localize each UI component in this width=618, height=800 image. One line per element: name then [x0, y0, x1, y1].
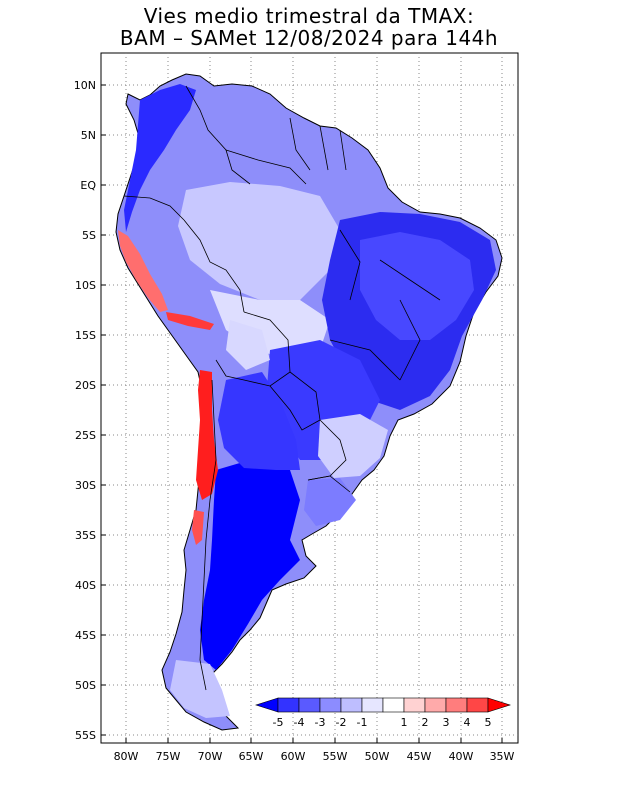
- colorbar-label: 1: [401, 716, 408, 729]
- colorbar-box: [424, 697, 447, 713]
- country-borders: [123, 85, 441, 691]
- lat-tick-label: 30S: [75, 479, 96, 492]
- colorbar-box: [298, 697, 321, 713]
- colorbar-max-arrow: [487, 697, 511, 713]
- border-bolivia: [215, 311, 291, 387]
- lat-tick-label: EQ: [80, 179, 96, 192]
- amazon-light-zone: [178, 182, 340, 300]
- colorbar-box: [403, 697, 426, 713]
- border-brazil-paraguay: [269, 371, 321, 431]
- latitude-labels: 10N 5N EQ 5S 10S 15S 20S 25S 30S 35S 40S 45S 50S 55S: [74, 79, 106, 742]
- lat-tick-label: 25S: [75, 429, 96, 442]
- border-peru-brazil: [183, 219, 245, 313]
- colorbar-label: 2: [422, 716, 429, 729]
- colorbar-label: -1: [357, 716, 368, 729]
- colorbar-label: -5: [273, 716, 284, 729]
- border-guianas: [289, 117, 347, 171]
- argentina-light-patch: [226, 320, 270, 370]
- colorbar-label: -2: [336, 716, 347, 729]
- northeast-mid-zone: [360, 232, 474, 340]
- lat-tick-label: 20S: [75, 379, 96, 392]
- chile-south-red-spots: [192, 510, 204, 545]
- south-america-landmass: [115, 73, 503, 731]
- colorbar: -5 -4 -3 -2 -1 1 2 3 4 5: [255, 697, 511, 729]
- lon-tick-label: 50W: [365, 750, 390, 763]
- longitude-labels: 80W 75W 70W 65W 60W 55W 50W 45W 40W 35W: [114, 738, 515, 763]
- lat-tick-label: 10S: [75, 279, 96, 292]
- patagonia-blue-zone: [200, 460, 300, 670]
- lat-tick-label: 10N: [74, 79, 96, 92]
- lon-tick-label: 75W: [156, 750, 181, 763]
- colorbar-box: [466, 697, 489, 713]
- colorbar-box: [319, 697, 342, 713]
- lon-tick-label: 35W: [490, 750, 515, 763]
- border-colombia-venezuela: [185, 85, 251, 185]
- border-ecuador-peru: [123, 195, 185, 221]
- lat-tick-label: 5S: [82, 229, 96, 242]
- uruguay-mid-zone: [304, 478, 356, 526]
- lon-tick-label: 65W: [239, 750, 264, 763]
- colorbar-box: [382, 697, 405, 713]
- lon-tick-label: 45W: [407, 750, 432, 763]
- argentina-central-zone: [218, 372, 300, 470]
- colorbar-label: 4: [464, 716, 471, 729]
- map-title-line-2: BAM – SAMet 12/08/2024 para 144h: [119, 26, 499, 50]
- lat-tick-label: 15S: [75, 329, 96, 342]
- lon-tick-label: 60W: [281, 750, 306, 763]
- colorbar-box: [340, 697, 363, 713]
- lon-tick-label: 55W: [323, 750, 348, 763]
- lat-tick-label: 35S: [75, 529, 96, 542]
- border-argentina-chile: [199, 379, 217, 691]
- colorbar-label: -4: [294, 716, 305, 729]
- lat-tick-label: 50S: [75, 679, 96, 692]
- lon-tick-label: 80W: [114, 750, 139, 763]
- south-brazil-light-zone: [318, 414, 388, 478]
- andes-blue-zone: [124, 84, 196, 232]
- border-brazil-states: [329, 229, 441, 381]
- lat-tick-label: 45S: [75, 629, 96, 642]
- colorbar-box: [361, 697, 384, 713]
- border-uruguay: [307, 475, 351, 493]
- central-light-zone: [210, 290, 330, 360]
- lat-tick-label: 5N: [81, 129, 96, 142]
- colorbar-label: 3: [443, 716, 450, 729]
- colorbar-label: -3: [315, 716, 326, 729]
- bolivia-red-strip: [166, 312, 214, 330]
- chile-red-zone: [196, 370, 218, 500]
- lat-tick-label: 40S: [75, 579, 96, 592]
- colorbar-box: [445, 697, 468, 713]
- colorbar-box: [277, 697, 300, 713]
- map-title-line-1: Vies medio trimestral da TMAX:: [143, 4, 475, 28]
- peru-red-zone: [118, 230, 168, 312]
- lon-tick-label: 70W: [198, 750, 223, 763]
- lon-tick-label: 40W: [449, 750, 474, 763]
- tierra-del-fuego-zone: [170, 660, 230, 718]
- lat-tick-label: 55S: [75, 729, 96, 742]
- border-venezuela-brazil: [225, 149, 307, 185]
- colorbar-label: 5: [485, 716, 492, 729]
